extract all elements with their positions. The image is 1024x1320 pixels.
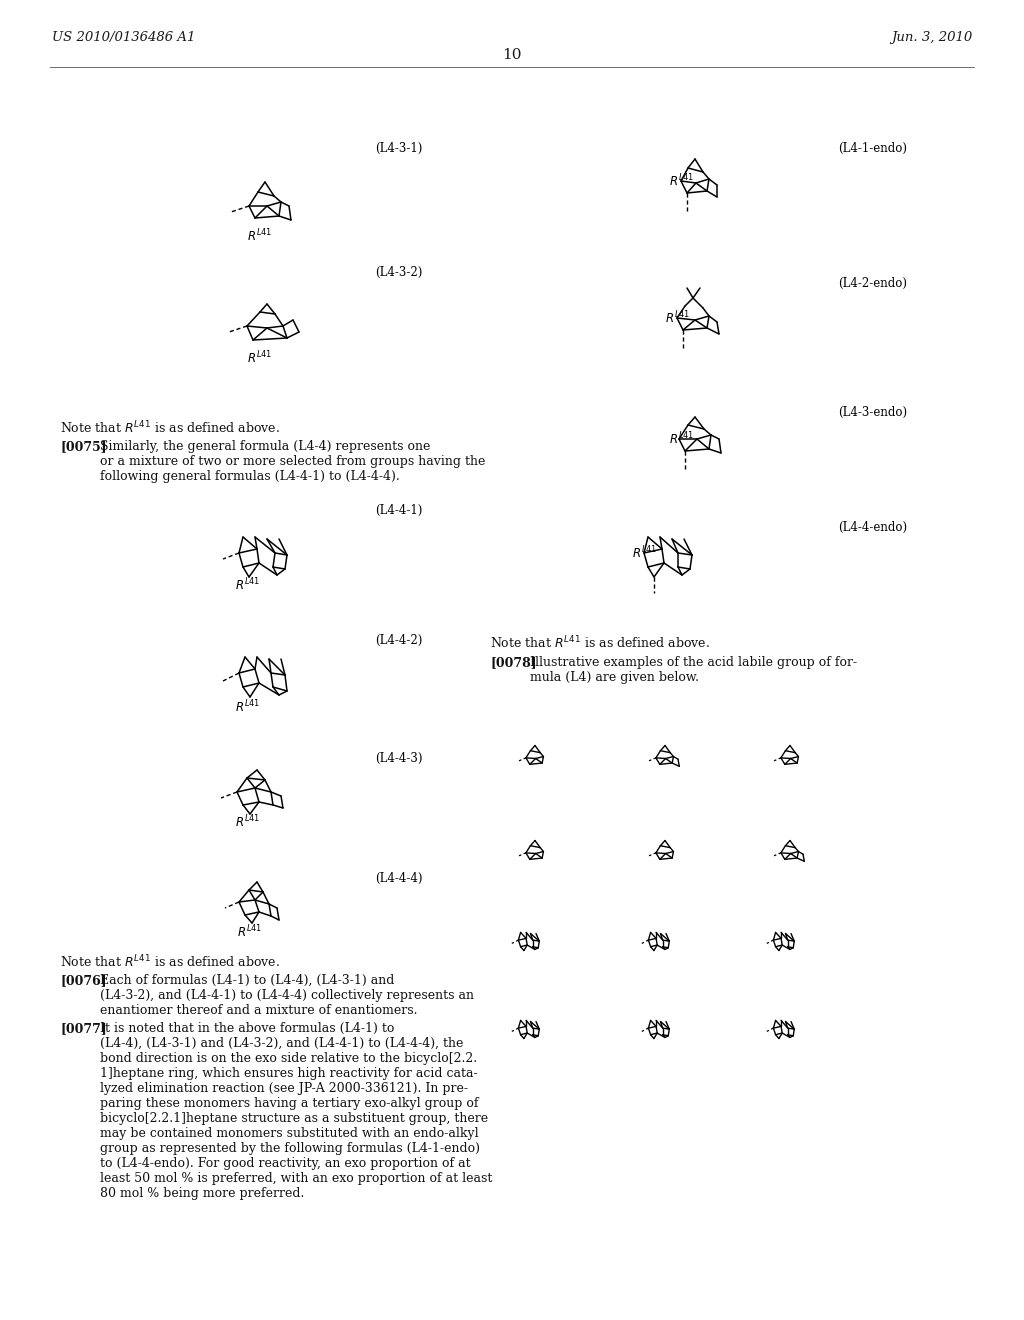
- Text: [0075]: [0075]: [60, 440, 106, 453]
- Text: $R^{L41}$: $R^{L41}$: [237, 924, 262, 941]
- Text: or a mixture of two or more selected from groups having the: or a mixture of two or more selected fro…: [100, 455, 485, 469]
- Text: $R^{L41}$: $R^{L41}$: [669, 430, 694, 447]
- Text: $R^{L41}$: $R^{L41}$: [234, 577, 260, 594]
- Text: Each of formulas (L4-1) to (L4-4), (L4-3-1) and: Each of formulas (L4-1) to (L4-4), (L4-3…: [100, 974, 394, 987]
- Text: may be contained monomers substituted with an endo-alkyl: may be contained monomers substituted wi…: [100, 1127, 478, 1140]
- Text: $R^{L41}$: $R^{L41}$: [665, 310, 690, 326]
- Text: (L4-3-2): (L4-3-2): [375, 265, 422, 279]
- Text: (L4-2-endo): (L4-2-endo): [838, 276, 907, 289]
- Text: [0076]: [0076]: [60, 974, 106, 987]
- Text: (L4-4-3): (L4-4-3): [375, 751, 423, 764]
- Text: (L4-3-2), and (L4-4-1) to (L4-4-4) collectively represents an: (L4-3-2), and (L4-4-1) to (L4-4-4) colle…: [100, 989, 474, 1002]
- Text: $R^{L41}$: $R^{L41}$: [247, 350, 272, 367]
- Text: [0078]: [0078]: [490, 656, 537, 669]
- Text: (L4-3-1): (L4-3-1): [375, 141, 422, 154]
- Text: [0077]: [0077]: [60, 1022, 106, 1035]
- Text: $R^{L41}$: $R^{L41}$: [247, 228, 272, 244]
- Text: (L4-3-endo): (L4-3-endo): [838, 405, 907, 418]
- Text: Note that $R^{L41}$ is as defined above.: Note that $R^{L41}$ is as defined above.: [60, 420, 281, 437]
- Text: lyzed elimination reaction (see JP-A 2000-336121). In pre-: lyzed elimination reaction (see JP-A 200…: [100, 1082, 468, 1096]
- Text: bicyclo[2.2.1]heptane structure as a substituent group, there: bicyclo[2.2.1]heptane structure as a sub…: [100, 1111, 488, 1125]
- Text: It is noted that in the above formulas (L4-1) to: It is noted that in the above formulas (…: [100, 1022, 394, 1035]
- Text: 80 mol % being more preferred.: 80 mol % being more preferred.: [100, 1187, 304, 1200]
- Text: 1]heptane ring, which ensures high reactivity for acid cata-: 1]heptane ring, which ensures high react…: [100, 1067, 477, 1080]
- Text: $R^{L41}$: $R^{L41}$: [632, 545, 657, 561]
- Text: paring these monomers having a tertiary exo-alkyl group of: paring these monomers having a tertiary …: [100, 1097, 478, 1110]
- Text: Jun. 3, 2010: Jun. 3, 2010: [891, 32, 972, 45]
- Text: (L4-4), (L4-3-1) and (L4-3-2), and (L4-4-1) to (L4-4-4), the: (L4-4), (L4-3-1) and (L4-3-2), and (L4-4…: [100, 1038, 464, 1049]
- Text: following general formulas (L4-4-1) to (L4-4-4).: following general formulas (L4-4-1) to (…: [100, 470, 399, 483]
- Text: $R^{L41}$: $R^{L41}$: [234, 700, 260, 715]
- Text: mula (L4) are given below.: mula (L4) are given below.: [530, 671, 699, 684]
- Text: (L4-4-4): (L4-4-4): [375, 871, 423, 884]
- Text: (L4-4-2): (L4-4-2): [375, 634, 422, 647]
- Text: bond direction is on the exo side relative to the bicyclo[2.2.: bond direction is on the exo side relati…: [100, 1052, 477, 1065]
- Text: US 2010/0136486 A1: US 2010/0136486 A1: [52, 32, 196, 45]
- Text: group as represented by the following formulas (L4-1-endo): group as represented by the following fo…: [100, 1142, 480, 1155]
- Text: $R^{L41}$: $R^{L41}$: [234, 814, 260, 830]
- Text: Note that $R^{L41}$ is as defined above.: Note that $R^{L41}$ is as defined above.: [60, 954, 281, 970]
- Text: (L4-1-endo): (L4-1-endo): [838, 141, 907, 154]
- Text: Illustrative examples of the acid labile group of for-: Illustrative examples of the acid labile…: [530, 656, 857, 669]
- Text: Note that $R^{L41}$ is as defined above.: Note that $R^{L41}$ is as defined above.: [490, 635, 710, 652]
- Text: Similarly, the general formula (L4-4) represents one: Similarly, the general formula (L4-4) re…: [100, 440, 430, 453]
- Text: least 50 mol % is preferred, with an exo proportion of at least: least 50 mol % is preferred, with an exo…: [100, 1172, 493, 1185]
- Text: (L4-4-1): (L4-4-1): [375, 503, 422, 516]
- Text: $R^{L41}$: $R^{L41}$: [669, 173, 694, 189]
- Text: (L4-4-endo): (L4-4-endo): [838, 520, 907, 533]
- Text: to (L4-4-endo). For good reactivity, an exo proportion of at: to (L4-4-endo). For good reactivity, an …: [100, 1158, 471, 1170]
- Text: enantiomer thereof and a mixture of enantiomers.: enantiomer thereof and a mixture of enan…: [100, 1005, 418, 1016]
- Text: 10: 10: [502, 48, 522, 62]
